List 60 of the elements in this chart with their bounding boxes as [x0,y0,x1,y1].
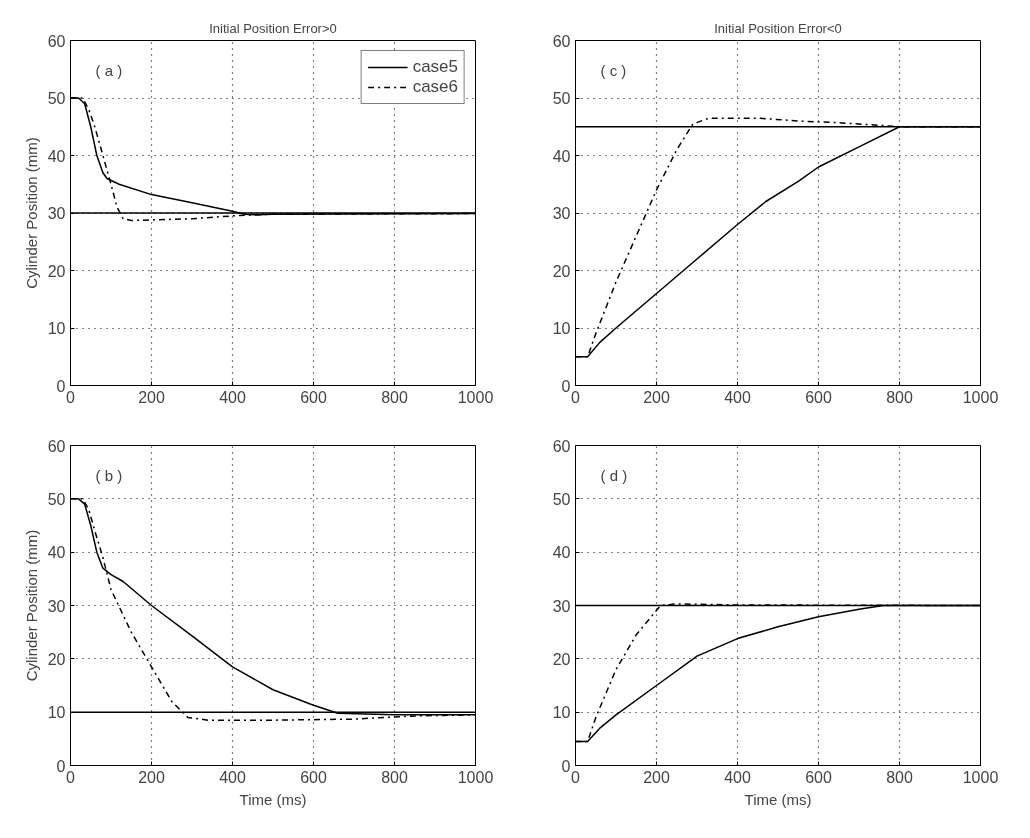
x-tick-label: 1000 [962,768,999,786]
y-tick-label: 10 [552,320,571,337]
x-axis-title: Time (ms) [239,790,307,808]
legend-label: case5 [412,57,458,77]
y-tick-label: 10 [47,320,66,337]
y-tick-label: 0 [56,757,66,775]
y-tick-label: 60 [47,437,66,455]
y-tick-label: 0 [561,757,571,775]
y-axis-title: Cylinder Position (mm) [22,137,40,289]
y-tick-label: 50 [47,490,66,508]
x-tick-label: 800 [381,388,408,406]
y-tick-label: 40 [552,544,571,562]
x-tick-label: 800 [886,768,913,786]
y-tick-label: 30 [552,205,571,222]
y-tick-label: 50 [552,90,571,107]
y-tick-label: 40 [47,147,66,165]
y-tick-label: 20 [47,650,66,668]
x-tick-label: 400 [724,388,751,406]
x-tick-label: 800 [886,388,913,406]
x-tick-label: 800 [381,768,408,786]
chart-title: Initial Position Error>0 [209,20,337,36]
annotation: ( a ) [95,61,123,79]
x-tick-label: 200 [643,388,670,406]
y-tick-label: 30 [552,597,571,615]
x-tick-label: 600 [805,768,832,786]
x-axis-title: Time (ms) [744,790,812,808]
x-tick-label: 1000 [457,388,494,406]
x-tick-label: 600 [300,388,327,406]
legend-label: case6 [412,77,458,97]
y-tick-label: 20 [47,262,66,280]
x-tick-label: 600 [300,768,327,786]
y-tick-label: 20 [552,262,571,280]
annotation: ( b ) [95,466,123,484]
y-axis-title: Cylinder Position (mm) [22,529,40,682]
x-tick-label: 400 [724,768,751,786]
annotation: ( d ) [600,466,628,484]
y-tick-label: 20 [552,650,571,668]
y-tick-label: 60 [552,437,571,455]
x-tick-label: 400 [219,768,246,786]
x-tick-label: 400 [219,388,246,406]
y-tick-label: 10 [552,704,571,722]
y-tick-label: 40 [47,544,66,562]
y-tick-label: 50 [552,490,571,508]
y-tick-label: 10 [47,704,66,722]
y-tick-label: 40 [552,147,571,165]
y-tick-label: 30 [47,205,66,222]
y-tick-label: 60 [552,32,571,50]
y-tick-label: 50 [47,90,66,107]
x-tick-label: 1000 [962,388,999,406]
x-tick-label: 200 [138,388,165,406]
x-tick-label: 1000 [457,768,494,786]
x-tick-label: 200 [643,768,670,786]
chart-title: Initial Position Error<0 [714,20,842,36]
y-tick-label: 30 [47,597,66,615]
y-tick-label: 0 [561,377,571,395]
x-tick-label: 200 [138,768,165,786]
x-tick-label: 600 [805,388,832,406]
y-tick-label: 0 [56,377,66,395]
y-tick-label: 60 [47,32,66,50]
annotation: ( c ) [600,61,627,79]
